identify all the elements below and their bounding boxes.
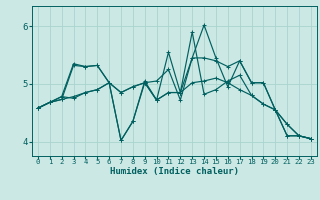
X-axis label: Humidex (Indice chaleur): Humidex (Indice chaleur) (110, 167, 239, 176)
